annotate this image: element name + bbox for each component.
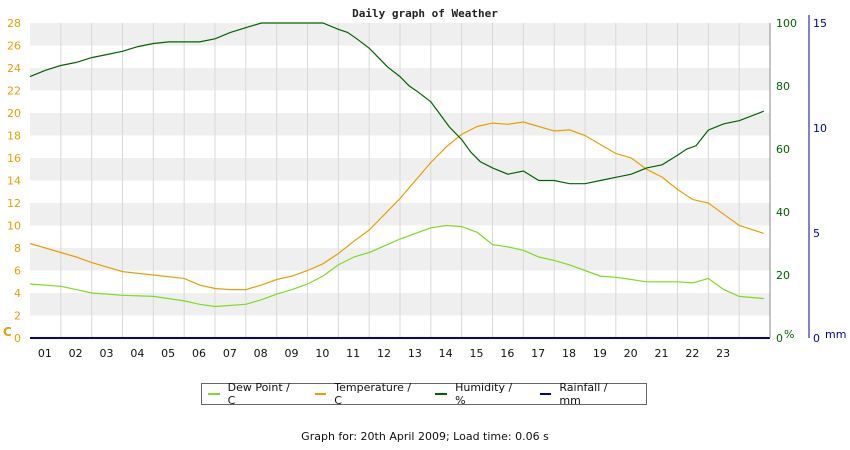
x-tick-label: 18 <box>562 347 576 360</box>
x-tick-label: 03 <box>100 347 114 360</box>
y-right-humidity-tick-label: 80 <box>776 80 790 93</box>
y-right-humidity-tick-label: 100 <box>776 17 797 30</box>
y-left-tick-label: 8 <box>14 242 21 255</box>
y-left-tick-label: 10 <box>7 220 21 233</box>
x-tick-label: 22 <box>685 347 699 360</box>
y-left-tick-label: 6 <box>14 265 21 278</box>
legend-label-humidity: Humidity / % <box>455 381 513 407</box>
y-right-rainfall-tick-label: 10 <box>813 122 827 135</box>
y-right-humidity-tick-label: 20 <box>776 269 790 282</box>
y-left-tick-label: 18 <box>7 130 21 143</box>
y-left-tick-label: 2 <box>14 310 21 323</box>
y-right-humidity-tick-label: 0 <box>776 332 783 345</box>
y-right-rainfall-tick-label: 15 <box>813 17 827 30</box>
x-tick-label: 20 <box>624 347 638 360</box>
legend-swatch-temperature <box>314 393 327 395</box>
legend-swatch-dew-point <box>208 393 220 395</box>
legend-label-temperature: Temperature / C <box>334 381 412 407</box>
legend-item-dew-point: Dew Point / C <box>208 381 299 407</box>
footer-text: Graph for: 20th April 2009; Load time: 0… <box>301 430 549 443</box>
y-left-unit-label: C <box>3 325 12 339</box>
y-left-tick-label: 4 <box>14 287 21 300</box>
x-tick-label: 01 <box>38 347 52 360</box>
x-tick-label: 19 <box>593 347 607 360</box>
x-tick-label: 17 <box>531 347 545 360</box>
y-left-tick-label: 26 <box>7 40 21 53</box>
tick-labels: 01 02 03 04 05 06 07 08 09 10 11 12 13 14 15 16 17 18 19 20… <box>3 17 846 360</box>
x-tick-label: 09 <box>285 347 299 360</box>
x-tick-label: 16 <box>500 347 514 360</box>
legend-item-rainfall: Rainfall / mm <box>539 381 630 407</box>
y-left-tick-label: 22 <box>7 85 21 98</box>
y-right-humidity-unit-label: % <box>784 328 794 341</box>
y-left-tick-label: 24 <box>7 62 21 75</box>
x-tick-label: 12 <box>377 347 391 360</box>
legend-swatch-humidity <box>435 393 448 395</box>
y-left-tick-label: 20 <box>7 107 21 120</box>
x-tick-label: 14 <box>439 347 453 360</box>
y-right-rainfall-unit-label: mm <box>825 328 846 341</box>
y-right-rainfall-tick-label: 0 <box>813 332 820 345</box>
x-tick-label: 07 <box>223 347 237 360</box>
legend: Dew Point / C Temperature / C Humidity /… <box>201 381 647 407</box>
x-tick-label: 21 <box>655 347 669 360</box>
x-tick-label: 08 <box>254 347 268 360</box>
legend-item-humidity: Humidity / % <box>435 381 523 407</box>
x-tick-label: 10 <box>315 347 329 360</box>
y-right-humidity-tick-label: 60 <box>776 143 790 156</box>
x-tick-label: 04 <box>130 347 144 360</box>
legend-label-dew-point: Dew Point / C <box>227 381 290 407</box>
series-line-humidity <box>29 22 765 185</box>
y-right-rainfall-tick-label: 5 <box>813 227 820 240</box>
x-tick-label: 06 <box>192 347 206 360</box>
x-tick-label: 11 <box>346 347 360 360</box>
x-tick-label: 05 <box>161 347 175 360</box>
x-tick-label: 23 <box>716 347 730 360</box>
y-left-tick-label: 14 <box>7 175 21 188</box>
x-tick-label: 13 <box>408 347 422 360</box>
legend-item-temperature: Temperature / C <box>314 381 420 407</box>
y-left-tick-label: 0 <box>14 332 21 345</box>
y-left-tick-label: 12 <box>7 197 21 210</box>
series-line-dew <box>29 224 764 308</box>
legend-swatch-rainfall <box>539 393 552 395</box>
x-tick-label: 15 <box>470 347 484 360</box>
x-tick-label: 02 <box>69 347 83 360</box>
series-line-temperature <box>29 121 764 291</box>
legend-label-rainfall: Rainfall / mm <box>559 381 608 407</box>
chart-title: Daily graph of Weather <box>352 7 498 20</box>
y-left-tick-label: 28 <box>7 17 21 30</box>
axes-layer <box>30 15 810 339</box>
y-right-humidity-tick-label: 40 <box>776 206 790 219</box>
y-left-tick-label: 16 <box>7 152 21 165</box>
